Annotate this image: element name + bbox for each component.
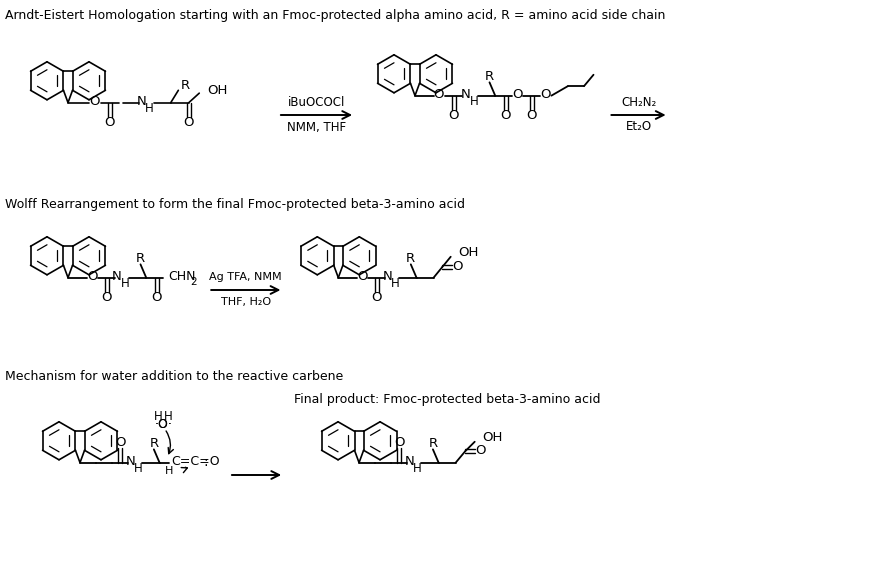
Text: :: : [204,455,208,468]
Text: Et₂O: Et₂O [626,120,651,133]
Text: H: H [164,410,173,423]
Text: H: H [165,465,174,475]
Text: O: O [527,109,537,123]
Text: O: O [105,116,115,129]
Text: 2: 2 [190,276,197,286]
Text: Wolff Rearrangement to form the final Fmoc-protected beta-3-amino acid: Wolff Rearrangement to form the final Fm… [5,198,465,211]
Text: Ag TFA, NMM: Ag TFA, NMM [209,272,282,282]
Text: O: O [540,88,551,101]
Text: R: R [428,437,438,450]
Text: R: R [485,70,494,83]
Text: O: O [90,95,101,108]
Text: H: H [413,462,422,475]
Text: iBuOCOCl: iBuOCOCl [287,96,345,109]
Text: O: O [115,436,125,449]
Text: H: H [391,277,400,290]
Text: R: R [136,252,145,265]
Text: NMM, THF: NMM, THF [287,120,346,133]
Text: O: O [86,270,97,283]
Text: N: N [125,455,135,468]
Text: OH: OH [482,431,503,444]
Text: H: H [470,95,479,108]
Text: H: H [134,462,142,475]
Text: O: O [449,109,459,123]
Text: ·O·: ·O· [155,418,173,431]
Text: R: R [150,437,158,450]
Text: ·O·: ·O· [155,418,173,431]
Text: O: O [475,444,486,457]
Text: R: R [406,252,416,265]
Text: Arndt-Eistert Homologation starting with an Fmoc-protected alpha amino acid, R =: Arndt-Eistert Homologation starting with… [5,9,666,22]
Text: OH: OH [458,247,479,259]
Text: N: N [112,270,122,283]
Text: O: O [452,259,463,273]
Text: O: O [151,291,162,305]
Text: N: N [383,270,392,283]
Text: CH₂N₂: CH₂N₂ [621,96,656,109]
Text: O: O [394,436,405,449]
Text: R: R [181,79,190,92]
Text: N: N [461,88,471,101]
Text: N: N [405,455,415,468]
Text: O: O [101,291,112,305]
Text: O: O [357,270,368,283]
Text: Final product: Fmoc-protected beta-3-amino acid: Final product: Fmoc-protected beta-3-ami… [294,393,601,407]
Text: H: H [121,277,129,290]
Text: CHN: CHN [168,270,196,283]
Text: C=C=O: C=C=O [171,455,220,468]
Text: H: H [154,410,163,423]
Text: O: O [183,116,194,129]
Text: H: H [145,102,154,115]
Text: Mechanism for water addition to the reactive carbene: Mechanism for water addition to the reac… [5,370,344,383]
Text: N: N [137,95,147,108]
Text: O: O [433,88,444,101]
Text: O: O [372,291,382,305]
Text: O: O [500,109,511,123]
Text: THF, H₂O: THF, H₂O [221,297,271,307]
Text: OH: OH [207,84,228,97]
Text: O: O [512,88,522,101]
